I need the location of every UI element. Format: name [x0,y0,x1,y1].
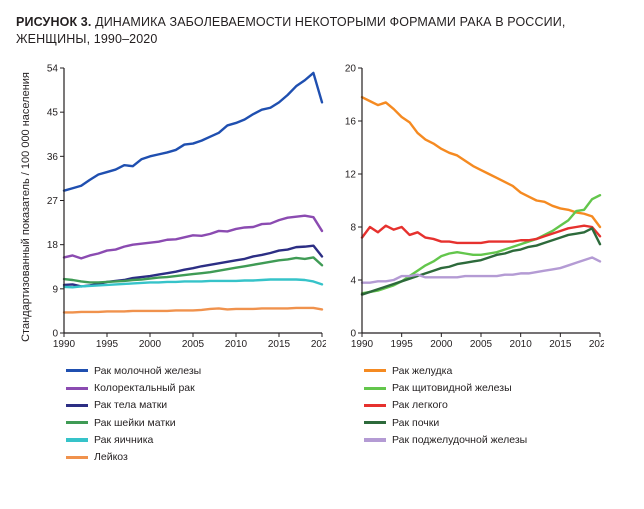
left-chart: 0 9 18 27 36 45 54 1990 1995 2000 2005 2010 2015 2020 [38,62,326,355]
svg-text:2005: 2005 [470,339,493,350]
svg-text:45: 45 [47,107,59,118]
svg-text:1990: 1990 [53,339,76,350]
svg-text:1990: 1990 [351,339,374,350]
legend-item: Рак легкого [364,397,604,413]
series-line [362,97,600,227]
legend-swatch [364,404,386,407]
svg-text:2020: 2020 [589,339,604,350]
legend-item: Рак молочной железы [66,363,326,379]
series-line [362,225,600,242]
legend-label: Лейкоз [94,449,128,465]
svg-text:2005: 2005 [182,339,205,350]
right-chart: 0 4 8 12 16 20 1990 1995 2000 2005 2010 2015 2020 [336,62,604,355]
legend-label: Рак яичника [94,432,153,448]
legend-left: Рак молочной железыКолоректальный ракРак… [66,363,326,467]
legend-item: Рак шейки матки [66,415,326,431]
legend-swatch [364,421,386,424]
legend-label: Колоректальный рак [94,380,195,396]
legend-label: Рак поджелудочной железы [392,432,527,448]
svg-text:20: 20 [345,63,357,74]
legend-swatch [364,369,386,372]
svg-text:9: 9 [52,284,58,295]
legend-swatch [364,438,386,441]
svg-text:12: 12 [345,169,357,180]
legend-item: Рак яичника [66,432,326,448]
svg-text:1995: 1995 [96,339,119,350]
legend-item: Рак почки [364,415,604,431]
legend-label: Рак молочной железы [94,363,201,379]
right-chart-cell: 0 4 8 12 16 20 1990 1995 2000 2005 2010 2015 2020 Ра… [336,62,604,449]
svg-text:8: 8 [350,222,356,233]
legend-item: Рак желудка [364,363,604,379]
legend-swatch [66,404,88,407]
legend-item: Рак тела матки [66,397,326,413]
legend-item: Лейкоз [66,449,326,465]
y-axis-label: Стандартизованный показатель / 100 000 н… [20,72,32,342]
legend-label: Рак шейки матки [94,415,176,431]
series-line [64,215,322,258]
svg-text:2020: 2020 [311,339,326,350]
figure-title: РИСУНОК 3. ДИНАМИКА ЗАБОЛЕВАЕМОСТИ НЕКОТ… [16,14,628,48]
legend-item: Рак поджелудочной железы [364,432,604,448]
legend-label: Рак тела матки [94,397,167,413]
svg-text:2000: 2000 [430,339,453,350]
legend-swatch [66,421,88,424]
legend-label: Рак щитовидной железы [392,380,512,396]
svg-text:2015: 2015 [549,339,572,350]
svg-text:36: 36 [47,152,59,163]
legend-swatch [66,438,88,441]
svg-text:0: 0 [350,328,356,339]
svg-text:2000: 2000 [139,339,162,350]
series-line [64,73,322,191]
legend-swatch [66,369,88,372]
svg-text:18: 18 [47,240,59,251]
figure-title-rest: ДИНАМИКА ЗАБОЛЕВАЕМОСТИ НЕКОТОРЫМИ ФОРМА… [16,15,565,46]
svg-text:1995: 1995 [391,339,414,350]
svg-text:2010: 2010 [510,339,533,350]
svg-text:2010: 2010 [225,339,248,350]
svg-text:54: 54 [47,63,59,74]
series-line [64,308,322,312]
svg-text:2015: 2015 [268,339,291,350]
left-chart-cell: 0 9 18 27 36 45 54 1990 1995 2000 2005 2010 2015 2020… [38,62,326,467]
svg-text:16: 16 [345,116,357,127]
legend-item: Колоректальный рак [66,380,326,396]
charts-row: Стандартизованный показатель / 100 000 н… [16,62,628,467]
svg-text:4: 4 [350,275,356,286]
figure-title-prefix: РИСУНОК 3. [16,15,92,29]
y-axis-label-wrap: Стандартизованный показатель / 100 000 н… [16,62,38,352]
legend-swatch [364,387,386,390]
svg-text:27: 27 [47,196,59,207]
legend-item: Рак щитовидной железы [364,380,604,396]
legend-label: Рак почки [392,415,439,431]
legend-label: Рак желудка [392,363,452,379]
legend-swatch [66,387,88,390]
legend-label: Рак легкого [392,397,448,413]
legend-right: Рак желудкаРак щитовидной железыРак легк… [364,363,604,449]
legend-swatch [66,456,88,459]
svg-text:0: 0 [52,328,58,339]
